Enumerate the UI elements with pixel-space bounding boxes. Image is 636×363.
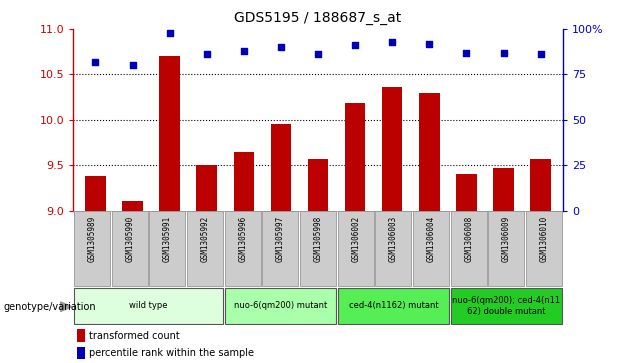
- Point: [90, 59, 100, 65]
- Text: GSM1305989: GSM1305989: [88, 216, 97, 262]
- Bar: [122, 201, 142, 211]
- Point: [238, 48, 249, 54]
- Bar: [456, 174, 476, 211]
- Bar: [187, 211, 223, 286]
- Text: GSM1305991: GSM1305991: [163, 216, 172, 262]
- Point: [499, 50, 509, 56]
- Bar: [111, 211, 148, 286]
- Bar: [271, 125, 291, 211]
- Text: GSM1306010: GSM1306010: [539, 216, 548, 262]
- Text: GSM1306009: GSM1306009: [502, 216, 511, 262]
- Text: wild type: wild type: [129, 301, 168, 310]
- Text: GSM1306003: GSM1306003: [389, 216, 398, 262]
- Bar: [526, 211, 562, 286]
- Text: nuo-6(qm200) mutant: nuo-6(qm200) mutant: [233, 301, 327, 310]
- Text: GSM1306004: GSM1306004: [427, 216, 436, 262]
- Bar: [419, 93, 439, 211]
- Text: GSM1306002: GSM1306002: [351, 216, 360, 262]
- Bar: [338, 287, 449, 324]
- Point: [276, 44, 286, 50]
- Bar: [345, 103, 365, 211]
- Text: nuo-6(qm200); ced-4(n11
62) double mutant: nuo-6(qm200); ced-4(n11 62) double mutan…: [452, 296, 560, 315]
- Point: [165, 30, 175, 36]
- Bar: [160, 56, 180, 211]
- Text: GSM1305996: GSM1305996: [238, 216, 247, 262]
- Bar: [74, 211, 110, 286]
- Bar: [413, 211, 449, 286]
- Bar: [338, 211, 374, 286]
- Bar: [149, 211, 186, 286]
- Bar: [300, 211, 336, 286]
- Bar: [262, 211, 298, 286]
- Point: [536, 52, 546, 57]
- Bar: [76, 329, 85, 342]
- Text: transformed count: transformed count: [88, 331, 179, 341]
- Bar: [197, 165, 217, 211]
- Point: [387, 39, 398, 45]
- Text: ced-4(n1162) mutant: ced-4(n1162) mutant: [349, 301, 438, 310]
- Bar: [450, 287, 562, 324]
- Point: [202, 52, 212, 57]
- Bar: [375, 211, 411, 286]
- Text: GSM1305990: GSM1305990: [125, 216, 134, 262]
- Text: GSM1306008: GSM1306008: [464, 216, 473, 262]
- Bar: [225, 287, 336, 324]
- Bar: [382, 87, 403, 211]
- Point: [127, 62, 137, 68]
- Bar: [530, 159, 551, 211]
- Text: GSM1305998: GSM1305998: [314, 216, 322, 262]
- Bar: [85, 176, 106, 211]
- Text: GSM1305992: GSM1305992: [200, 216, 209, 262]
- Bar: [233, 151, 254, 211]
- Bar: [494, 168, 514, 211]
- Title: GDS5195 / 188687_s_at: GDS5195 / 188687_s_at: [235, 11, 401, 25]
- Point: [313, 52, 323, 57]
- Bar: [74, 287, 223, 324]
- Bar: [76, 347, 85, 359]
- Text: percentile rank within the sample: percentile rank within the sample: [88, 348, 254, 358]
- Bar: [225, 211, 261, 286]
- Point: [350, 42, 360, 48]
- Polygon shape: [60, 302, 72, 311]
- Bar: [308, 159, 328, 211]
- Bar: [488, 211, 525, 286]
- Text: genotype/variation: genotype/variation: [3, 302, 96, 312]
- Point: [461, 50, 471, 56]
- Point: [424, 41, 434, 46]
- Bar: [450, 211, 487, 286]
- Text: GSM1305997: GSM1305997: [276, 216, 285, 262]
